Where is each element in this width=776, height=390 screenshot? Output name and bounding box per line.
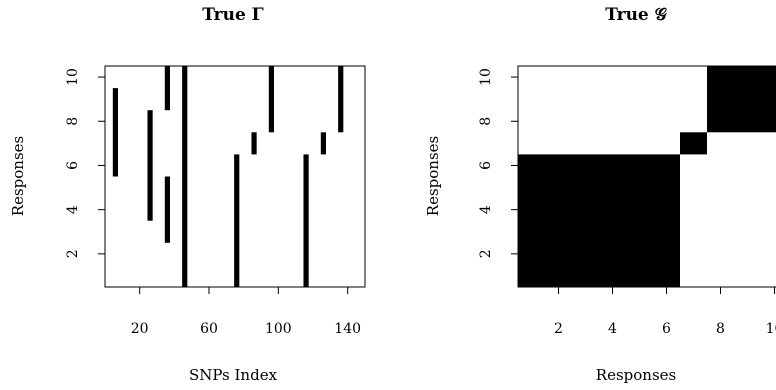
gamma-cell bbox=[182, 66, 188, 287]
gamma-y-axis-label: Responses bbox=[9, 136, 27, 216]
gamma-y-tick-label: 8 bbox=[65, 117, 81, 126]
g-block bbox=[680, 132, 707, 155]
gamma-heatmap-panel: True Γ 20 60 100 140 2 4 6 8 10 SNPs Index Resp… bbox=[9, 5, 366, 384]
gamma-cell bbox=[303, 154, 309, 287]
gamma-x-ticks: 20 60 100 140 bbox=[131, 287, 361, 337]
gamma-x-axis-label: SNPs Index bbox=[189, 366, 278, 384]
g-cells bbox=[518, 66, 776, 287]
gamma-y-tick-label: 2 bbox=[65, 249, 81, 258]
gamma-chart-title: True Γ bbox=[202, 5, 264, 25]
g-y-tick-label: 2 bbox=[478, 249, 494, 258]
g-y-tick-label: 8 bbox=[478, 117, 494, 126]
gamma-x-tick-label: 140 bbox=[334, 321, 361, 337]
gamma-x-tick-label: 20 bbox=[131, 321, 149, 337]
g-x-tick-label: 4 bbox=[608, 321, 617, 337]
g-y-tick-label: 10 bbox=[478, 68, 494, 86]
g-x-tick-label: 8 bbox=[716, 321, 725, 337]
gamma-cell bbox=[320, 132, 326, 155]
g-x-axis-label: Responses bbox=[596, 366, 676, 384]
gamma-y-tick-label: 4 bbox=[65, 205, 81, 214]
g-x-ticks: 2 4 6 8 10 bbox=[554, 287, 776, 337]
g-y-ticks: 2 4 6 8 10 bbox=[478, 68, 518, 258]
gamma-cell bbox=[251, 132, 257, 155]
g-block bbox=[707, 66, 776, 133]
gamma-cell bbox=[234, 154, 240, 287]
gamma-cell bbox=[164, 176, 170, 243]
g-y-tick-label: 4 bbox=[478, 205, 494, 214]
gamma-cell bbox=[164, 66, 170, 111]
g-plot-frame bbox=[517, 65, 776, 288]
g-heatmap-panel: True 𝒢 2 4 6 8 10 2 4 6 8 10 Responses Responses bbox=[424, 5, 776, 384]
g-y-axis-label: Responses bbox=[424, 136, 442, 216]
gamma-cells bbox=[112, 66, 344, 287]
gamma-cell bbox=[112, 88, 118, 177]
g-x-tick-label: 10 bbox=[766, 321, 776, 337]
gamma-plot-frame bbox=[104, 65, 366, 288]
gamma-cell bbox=[338, 66, 344, 133]
gamma-cell bbox=[268, 66, 274, 133]
g-block bbox=[518, 154, 680, 287]
g-chart-title: True 𝒢 bbox=[605, 5, 667, 25]
g-x-tick-label: 2 bbox=[554, 321, 563, 337]
gamma-y-tick-label: 6 bbox=[65, 161, 81, 170]
gamma-cell bbox=[147, 110, 153, 221]
g-x-tick-label: 6 bbox=[662, 321, 671, 337]
gamma-x-tick-label: 60 bbox=[200, 321, 218, 337]
gamma-x-tick-label: 100 bbox=[265, 321, 292, 337]
gamma-y-ticks: 2 4 6 8 10 bbox=[65, 68, 105, 258]
gamma-y-tick-label: 10 bbox=[65, 68, 81, 86]
g-y-tick-label: 6 bbox=[478, 161, 494, 170]
